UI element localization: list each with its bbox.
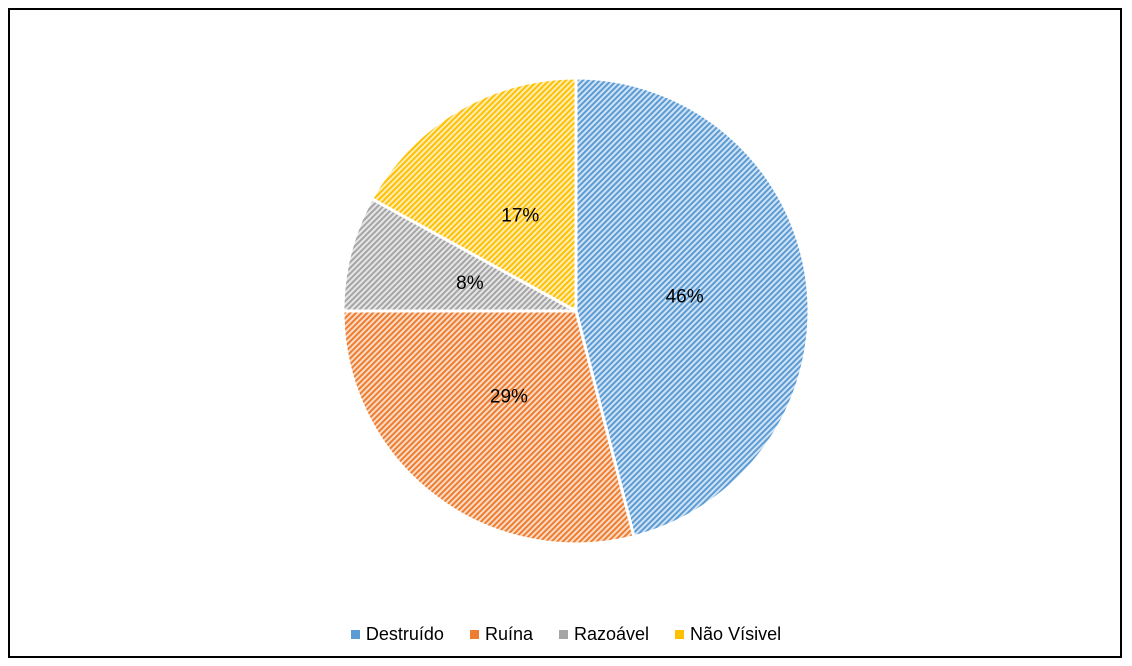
legend: Destruído Ruína Razoável Não Vísivel [0, 620, 1132, 648]
pie-labels: 46% 29% 8% 17% [456, 206, 704, 408]
legend-entry-ruina: Ruína [469, 623, 533, 645]
slice-label-ruina: 29% [490, 387, 528, 408]
legend-swatch-razoavel [559, 629, 568, 639]
pie-slice-ruina [341, 309, 636, 546]
legend-swatch-ruina [469, 629, 479, 639]
legend-entry-destruido: Destruído [350, 623, 444, 645]
legend-swatch-nao-visivel [675, 629, 685, 639]
slice-label-razoavel: 8% [456, 273, 484, 294]
legend-label-nao-visivel: Não Vísivel [690, 623, 782, 644]
legend-entry-nao-visivel: Não Vísivel [675, 624, 781, 645]
pie-slice-razoavel [341, 196, 577, 313]
pie-slices [341, 76, 811, 546]
legend-label-razoavel: Razoável [574, 623, 650, 644]
pie-slice-destruido [574, 76, 811, 539]
legend-swatch-destruido [350, 629, 360, 639]
pie-slice-nao-visivel [369, 76, 578, 314]
legend-label-ruina: Ruína [484, 623, 533, 644]
legend-entry-razoavel: Razoável [559, 624, 649, 645]
slice-label-nao-visivel: 17% [501, 206, 539, 227]
legend-label-destruido: Destruído [365, 623, 444, 644]
slice-label-destruido: 46% [666, 286, 704, 307]
